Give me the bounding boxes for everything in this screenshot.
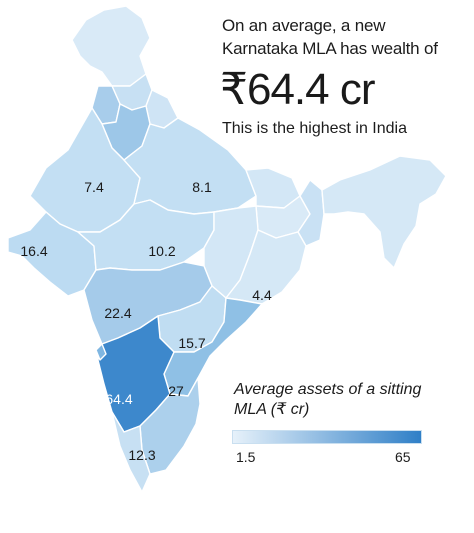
state-northeast bbox=[321, 155, 447, 269]
legend-min-label: 1.5 bbox=[236, 449, 256, 465]
headline-line-2: Karnataka MLA has wealth of bbox=[222, 39, 438, 58]
headline: On an average, a new Karnataka MLA has w… bbox=[222, 14, 472, 60]
value-label-odisha: 4.4 bbox=[252, 287, 272, 303]
value-label-gujarat: 16.4 bbox=[20, 243, 47, 259]
value-label-karnataka: 64.4 bbox=[105, 391, 132, 407]
wealth-figure: ₹64.4 cr bbox=[220, 65, 376, 114]
highest-note: This is the highest in India bbox=[222, 120, 407, 137]
value-label-kerala: 12.3 bbox=[128, 447, 155, 463]
value-label-rajasthan: 7.4 bbox=[84, 179, 104, 195]
state-jammu-kashmir bbox=[71, 5, 151, 87]
value-label-tamil-nadu: 27 bbox=[168, 383, 184, 399]
value-label-maharashtra: 22.4 bbox=[104, 305, 131, 321]
legend-max-label: 65 bbox=[395, 449, 411, 465]
value-label-telangana: 15.7 bbox=[178, 335, 205, 351]
state-west-bengal bbox=[297, 179, 325, 247]
headline-line-1: On an average, a new bbox=[222, 16, 386, 35]
legend-gradient-bar bbox=[232, 430, 422, 444]
state-kerala bbox=[111, 411, 151, 493]
value-label-uttar-pradesh: 8.1 bbox=[192, 179, 212, 195]
state-odisha bbox=[225, 229, 307, 305]
legend-title: Average assets of a sitting MLA (₹ cr) bbox=[234, 381, 422, 418]
state-goa bbox=[95, 343, 107, 361]
value-label-madhya-pradesh: 10.2 bbox=[148, 243, 175, 259]
